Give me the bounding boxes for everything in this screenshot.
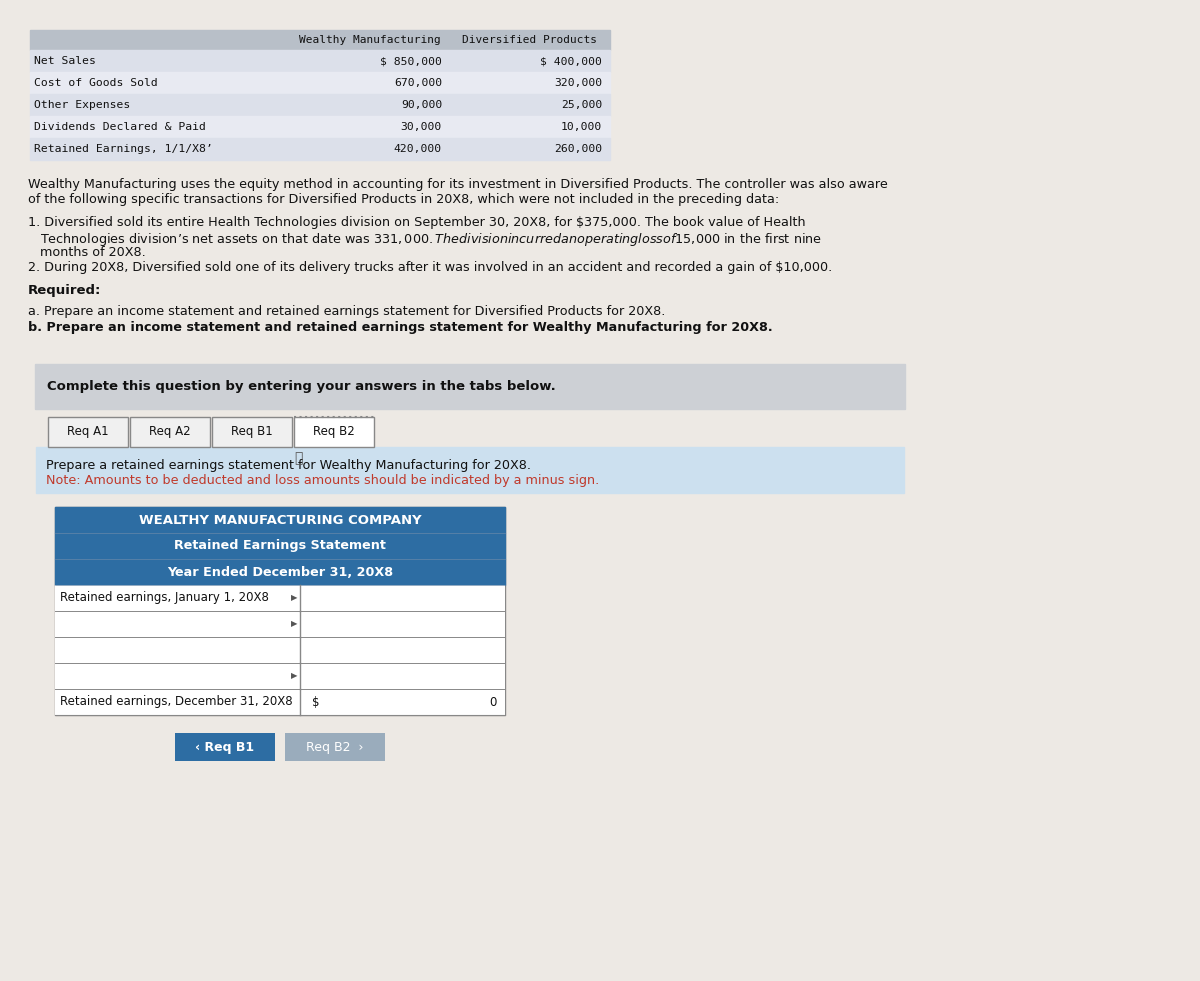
Text: Retained earnings, December 31, 20X8: Retained earnings, December 31, 20X8 — [60, 696, 293, 708]
Text: 90,000: 90,000 — [401, 100, 442, 110]
Text: 𝄗: 𝄗 — [294, 451, 302, 465]
Bar — [30, 72, 610, 94]
Text: Prepare a retained earnings statement for Wealthy Manufacturing for 20X8.: Prepare a retained earnings statement fo… — [46, 459, 530, 472]
Text: Dividends Declared & Paid: Dividends Declared & Paid — [34, 122, 206, 132]
Text: 30,000: 30,000 — [401, 122, 442, 132]
Text: Retained Earnings, 1/1/X8’: Retained Earnings, 1/1/X8’ — [34, 144, 212, 154]
Text: Req A2: Req A2 — [149, 426, 191, 439]
Text: of the following specific transactions for Diversified Products in 20X8, which w: of the following specific transactions f… — [28, 193, 779, 206]
Text: Other Expenses: Other Expenses — [34, 100, 131, 110]
Bar — [55, 585, 505, 611]
FancyBboxPatch shape — [130, 417, 210, 447]
Text: 10,000: 10,000 — [560, 122, 602, 132]
Text: Req A1: Req A1 — [67, 426, 109, 439]
Text: 2. During 20X8, Diversified sold one of its delivery trucks after it was involve: 2. During 20X8, Diversified sold one of … — [28, 261, 833, 274]
Bar — [35, 364, 905, 409]
Text: Wealthy Manufacturing uses the equity method in accounting for its investment in: Wealthy Manufacturing uses the equity me… — [28, 178, 888, 191]
Text: 420,000: 420,000 — [394, 144, 442, 154]
Text: months of 20X8.: months of 20X8. — [28, 246, 145, 259]
Bar — [30, 116, 610, 138]
Bar — [55, 559, 505, 585]
Bar — [30, 138, 610, 160]
Text: Wealthy Manufacturing: Wealthy Manufacturing — [299, 35, 440, 45]
Text: ▶: ▶ — [290, 594, 298, 602]
Bar — [30, 94, 610, 116]
Text: $: $ — [312, 696, 319, 708]
Text: Net Sales: Net Sales — [34, 56, 96, 66]
Bar — [55, 533, 505, 559]
Text: Complete this question by entering your answers in the tabs below.: Complete this question by entering your … — [47, 380, 556, 393]
Text: WEALTHY MANUFACTURING COMPANY: WEALTHY MANUFACTURING COMPANY — [139, 513, 421, 527]
Text: Retained Earnings Statement: Retained Earnings Statement — [174, 540, 386, 552]
Text: 1. Diversified sold its entire Health Technologies division on September 30, 20X: 1. Diversified sold its entire Health Te… — [28, 216, 805, 229]
Text: ▶: ▶ — [290, 672, 298, 681]
Text: 25,000: 25,000 — [560, 100, 602, 110]
Text: Cost of Goods Sold: Cost of Goods Sold — [34, 78, 157, 88]
Text: $ 850,000: $ 850,000 — [380, 56, 442, 66]
Bar — [55, 611, 505, 637]
Bar — [286, 733, 385, 761]
Bar — [36, 447, 904, 493]
Text: 320,000: 320,000 — [554, 78, 602, 88]
Text: ▶: ▶ — [290, 619, 298, 629]
Text: Req B1: Req B1 — [232, 426, 272, 439]
Bar — [175, 733, 275, 761]
Text: Technologies division’s net assets on that date was $331,000. The division incur: Technologies division’s net assets on th… — [28, 231, 822, 248]
Bar — [30, 50, 610, 72]
FancyBboxPatch shape — [212, 417, 292, 447]
Text: 0: 0 — [490, 696, 497, 708]
Text: 670,000: 670,000 — [394, 78, 442, 88]
Text: Req B2: Req B2 — [313, 426, 355, 439]
Text: Diversified Products: Diversified Products — [462, 35, 598, 45]
FancyBboxPatch shape — [294, 417, 374, 447]
Bar — [30, 30, 610, 50]
Bar — [55, 507, 505, 715]
Bar — [55, 637, 505, 663]
Text: Note: Amounts to be deducted and loss amounts should be indicated by a minus sig: Note: Amounts to be deducted and loss am… — [46, 474, 599, 487]
Bar — [55, 663, 505, 689]
Text: 260,000: 260,000 — [554, 144, 602, 154]
Bar — [55, 689, 505, 715]
Bar — [55, 507, 505, 533]
Text: Retained earnings, January 1, 20X8: Retained earnings, January 1, 20X8 — [60, 592, 269, 604]
FancyBboxPatch shape — [48, 417, 128, 447]
Text: a. Prepare an income statement and retained earnings statement for Diversified P: a. Prepare an income statement and retai… — [28, 305, 665, 318]
Text: $ 400,000: $ 400,000 — [540, 56, 602, 66]
Text: Year Ended December 31, 20X8: Year Ended December 31, 20X8 — [167, 565, 394, 579]
Text: ‹ Req B1: ‹ Req B1 — [196, 741, 254, 753]
Text: Required:: Required: — [28, 284, 101, 297]
Text: b. Prepare an income statement and retained earnings statement for Wealthy Manuf: b. Prepare an income statement and retai… — [28, 321, 773, 334]
Text: Req B2  ›: Req B2 › — [306, 741, 364, 753]
